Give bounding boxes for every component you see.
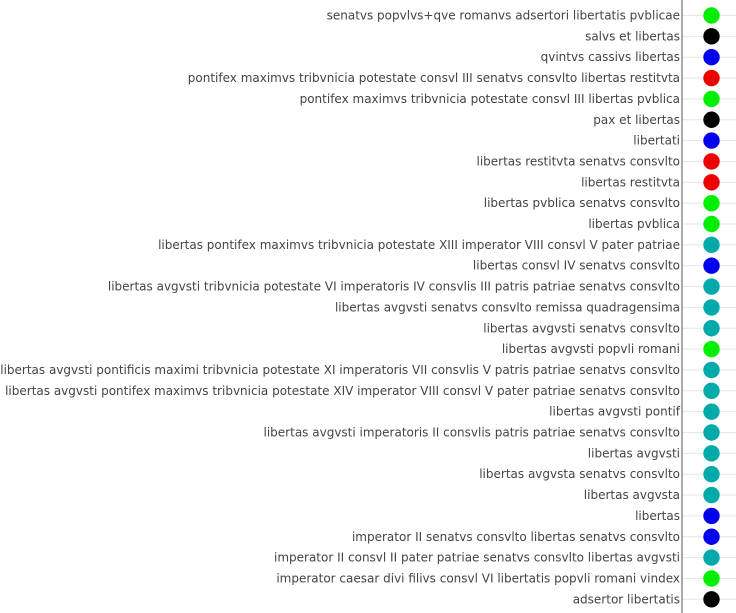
y-tick-label: libertas avgvsti [588,446,680,460]
y-tick-label: libertas avgvsti senatvs consvlto [483,321,680,335]
y-tick-label: qvintvs cassivs libertas [541,50,680,64]
y-tick-label: libertas restitvta senatvs consvlto [477,154,681,168]
y-tick-label: imperator caesar divi filivs consvl VI l… [276,571,680,585]
y-tick-label: libertas consvl IV senatvs consvlto [473,259,680,273]
data-point [703,340,720,358]
y-tick-label: libertati [633,134,680,148]
data-point [703,257,720,274]
y-tick-label: libertas pvblica [588,217,680,231]
data-point [703,28,720,45]
y-tick-label: libertas avgvsti pontif [549,405,681,419]
data-point [703,49,720,66]
data-point [703,570,720,587]
data-point [703,382,720,399]
y-tick-label: libertas pontifex maximvs tribvnicia pot… [158,238,680,252]
data-point [703,424,720,441]
data-point [703,299,720,316]
y-tick-label: pontifex maximvs tribvnicia potestate co… [188,71,680,85]
y-tick-label: libertas avgvsti senatvs consvlto remiss… [335,300,680,314]
data-point [703,90,720,108]
y-tick-label: imperator II senatvs consvlto libertas s… [352,530,680,544]
y-tick-label: imperator II consvl II pater patriae sen… [274,551,680,565]
data-point [703,174,720,191]
y-tick-label: libertas avgvsti imperatoris II consvlis… [264,426,680,440]
data-point [703,215,720,233]
y-tick-label: libertas avgvsta senatvs consvlto [479,467,680,481]
y-tick-label: libertas avgvsti pontifex maximvs tribvn… [5,384,680,398]
data-point [703,7,720,24]
y-tick-label: pontifex maximvs tribvnicia potestate co… [300,92,680,106]
data-point [703,486,720,504]
y-tick-label: libertas pvblica senatvs consvlto [484,196,680,210]
data-point [703,153,720,170]
data-point [703,132,720,149]
data-point [703,320,720,337]
y-tick-label: senatvs popvlvs+qve romanvs adsertori li… [327,9,680,23]
data-point [703,549,720,566]
tick-labels: senatvs popvlvs+qve romanvs adsertori li… [0,9,681,607]
data-point [703,591,720,608]
data-point [703,528,720,545]
data-point [703,278,720,295]
data-point [703,466,720,483]
data-point [703,111,720,128]
data-point [703,445,720,462]
y-tick-label: libertas avgvsti pontificis maximi tribv… [0,363,680,377]
data-point [703,69,720,87]
y-tick-label: libertas restitvta [581,175,680,189]
y-tick-label: libertas avgvsti popvli romani [502,342,680,356]
y-tick-label: salvs et libertas [585,29,680,43]
y-tick-label: pax et libertas [593,113,680,127]
data-point [703,194,720,212]
y-tick-label: libertas avgvsta [584,488,680,502]
y-tick-label: adsertor libertatis [573,592,680,606]
y-tick-label: libertas [635,509,680,523]
data-point [703,236,720,254]
data-point [703,403,720,420]
data-points [703,7,720,608]
y-tick-label: libertas avgvsti tribvnicia potestate VI… [108,280,680,294]
data-point [703,507,720,525]
data-point [703,361,720,379]
